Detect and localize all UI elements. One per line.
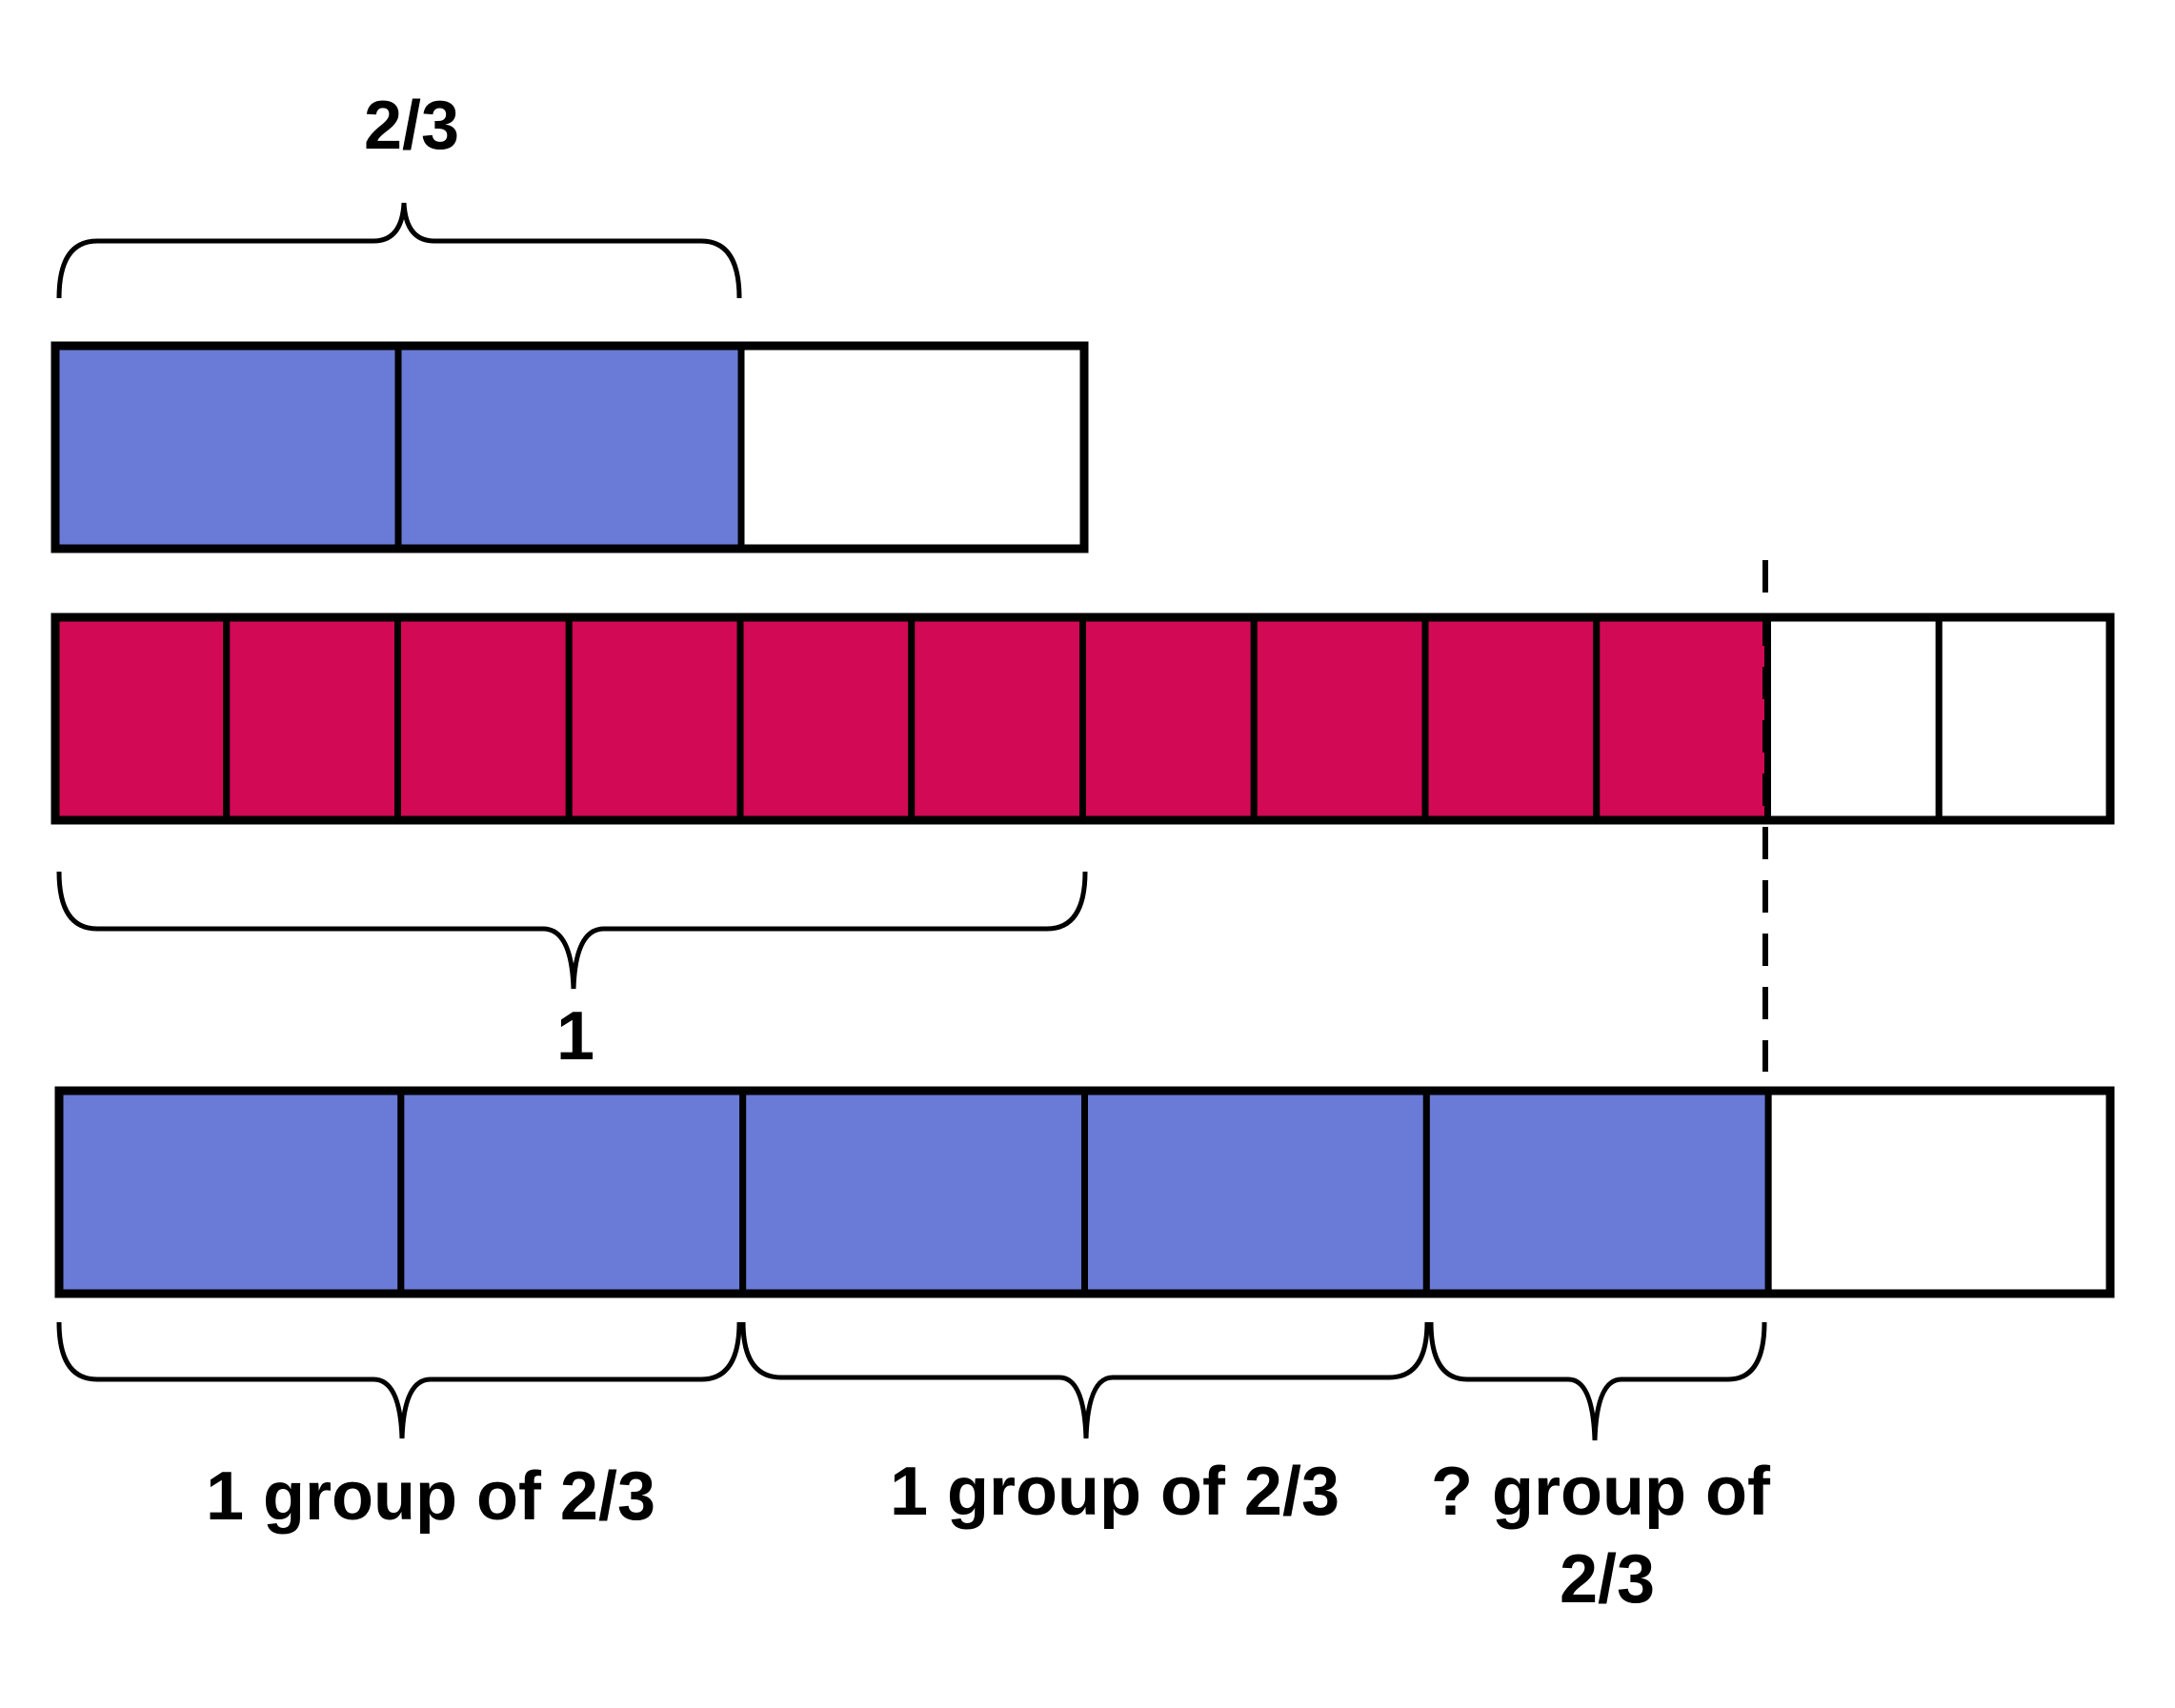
label-group-3-line2: 2/3 xyxy=(1560,1541,1655,1618)
middle-bar-segment-10-shaded xyxy=(1593,613,1771,824)
middle-bar-segment-6-shaded xyxy=(908,613,1086,824)
middle-bar-segment-11-empty xyxy=(1764,613,1943,824)
label-group-1: 1 group of 2/3 xyxy=(206,1458,655,1535)
brace-group-1 xyxy=(56,1321,742,1439)
brace-middle-one xyxy=(56,871,1088,990)
bottom-bar-segment-1-shaded xyxy=(55,1087,405,1297)
brace-top-two-thirds xyxy=(56,202,742,299)
bottom-bar-segment-4-shaded xyxy=(1081,1087,1430,1297)
label-one-whole: 1 xyxy=(556,998,594,1075)
top-bar-segment-2-shaded xyxy=(394,342,745,553)
bottom-bar-segment-6-empty xyxy=(1764,1087,2114,1297)
middle-bar-segment-8-shaded xyxy=(1250,613,1429,824)
middle-bar-segment-4-shaded xyxy=(565,613,744,824)
bottom-bar-segment-3-shaded xyxy=(739,1087,1089,1297)
top-bar xyxy=(50,341,1089,553)
middle-bar-segment-3-shaded xyxy=(394,613,573,824)
brace-group-2 xyxy=(740,1321,1430,1439)
label-group-2: 1 group of 2/3 xyxy=(890,1454,1339,1530)
bottom-bar-outline xyxy=(54,1086,2115,1298)
brace-group-3 xyxy=(1428,1321,1767,1441)
label-two-thirds: 2/3 xyxy=(364,88,459,164)
top-bar-segment-3-empty xyxy=(737,342,1088,553)
middle-bar-segment-9-shaded xyxy=(1421,613,1601,824)
bottom-bar xyxy=(54,1086,2115,1298)
top-bar-segment-1-shaded xyxy=(51,342,402,553)
middle-bar-segment-2-shaded xyxy=(223,613,401,824)
middle-bar xyxy=(50,613,2115,825)
middle-bar-segment-12-empty xyxy=(1935,613,2114,824)
middle-bar-segment-5-shaded xyxy=(736,613,916,824)
top-bar-outline xyxy=(50,341,1089,553)
middle-bar-segment-7-shaded xyxy=(1079,613,1258,824)
middle-bar-segment-1-shaded xyxy=(51,613,231,824)
middle-bar-outline xyxy=(50,613,2115,825)
label-group-3-line1: ? group of xyxy=(1431,1454,1771,1530)
bottom-bar-segment-2-shaded xyxy=(397,1087,747,1297)
bottom-bar-segment-5-shaded xyxy=(1422,1087,1772,1297)
